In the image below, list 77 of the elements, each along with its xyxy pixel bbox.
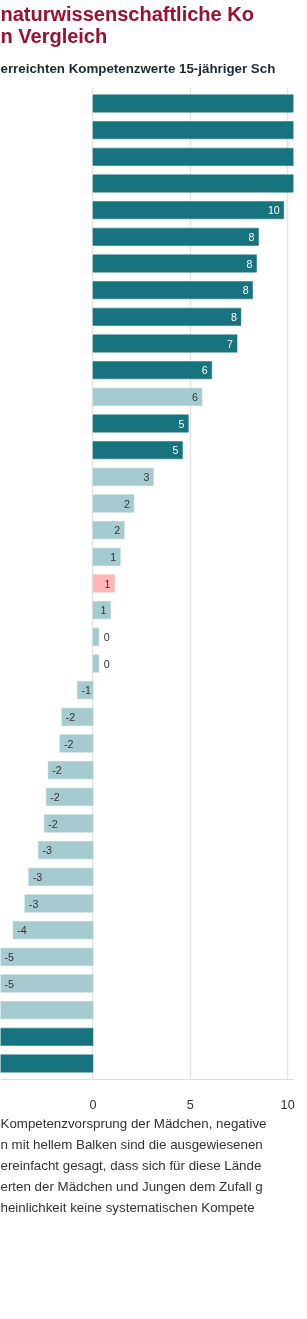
bar: [0, 1054, 94, 1073]
data-label: -3: [42, 844, 53, 857]
bar: [92, 441, 184, 460]
bar: [92, 547, 121, 566]
data-label: -3: [32, 870, 43, 883]
data-label: 0: [103, 657, 110, 670]
data-label: 2: [114, 524, 121, 537]
bar: [59, 734, 94, 753]
bar: [92, 254, 258, 273]
text: n mit hellem Balken sind die ausgewiesenen: [0, 1136, 263, 1152]
data-label: 10: [267, 204, 280, 217]
text: ereinfacht gesagt, dass sich für diese Lände: [0, 1157, 262, 1173]
data-label: -5: [4, 950, 15, 963]
bar: [92, 521, 125, 540]
data-label: -2: [50, 790, 60, 803]
bar: [92, 627, 100, 646]
data-label: 1: [104, 577, 111, 590]
bar: [92, 601, 111, 620]
data-label: 5: [172, 444, 179, 457]
chart-title: naturwissenschaftliche Ko n Vergleich: [0, 2, 254, 47]
bar: [0, 1001, 94, 1020]
data-label: 6: [201, 364, 208, 377]
bar: [92, 654, 100, 673]
text: erten der Mädchen und Jungen dem Zufall g: [0, 1178, 263, 1194]
data-label: -2: [52, 764, 62, 777]
bar: [43, 814, 94, 833]
data-label: 8: [248, 230, 255, 243]
data-label: 1: [100, 604, 107, 617]
data-label: 1: [110, 550, 117, 563]
bar: [76, 681, 94, 700]
bar: [92, 494, 135, 513]
bar: [92, 201, 285, 220]
data-label: -1: [81, 684, 91, 697]
bar: [45, 787, 94, 806]
bar: [92, 361, 213, 380]
bar: [92, 174, 294, 193]
data-label: -3: [28, 897, 39, 910]
bar: [92, 227, 259, 246]
x-tick-label: 5: [186, 1097, 194, 1112]
data-label: -4: [17, 924, 27, 937]
data-label: -2: [48, 817, 58, 830]
data-label: 6: [192, 390, 199, 403]
bar: [0, 974, 94, 993]
data-label: 0: [103, 630, 110, 643]
bar: [0, 1027, 94, 1046]
data-label: 5: [178, 417, 185, 430]
bar: [92, 121, 294, 140]
x-tick-label: 10: [280, 1097, 295, 1112]
bar: [47, 761, 94, 780]
bar: [92, 281, 254, 300]
bar: [24, 894, 94, 913]
bar: [92, 334, 238, 353]
bar: [92, 307, 242, 326]
text: heinlichkeit keine systematischen Kompete: [0, 1199, 255, 1215]
bar: [37, 841, 94, 860]
x-tick-label: 0: [89, 1097, 97, 1112]
bar: [92, 147, 294, 166]
bar: [92, 387, 203, 406]
bar: [92, 467, 154, 486]
bar: [92, 94, 294, 113]
data-label: -2: [63, 737, 74, 750]
data-label: 8: [242, 284, 249, 297]
text: Kompetenzvorsprung der Mädchen, negative: [0, 1115, 267, 1131]
data-label: 2: [123, 497, 130, 510]
data-label: 8: [246, 257, 253, 270]
data-label: 8: [231, 310, 238, 323]
chart-subtitle: erreichten Kompetenzwerte 15-jähriger Sch: [0, 60, 276, 76]
bar: [61, 707, 94, 726]
data-label: -5: [4, 977, 15, 990]
bar: [28, 867, 94, 886]
bar: [12, 921, 94, 940]
data-label: -2: [65, 710, 76, 723]
bar: [92, 414, 189, 433]
data-label: 7: [227, 337, 234, 350]
data-label: 3: [143, 470, 150, 483]
bar: [0, 947, 94, 966]
bar: [92, 574, 115, 593]
